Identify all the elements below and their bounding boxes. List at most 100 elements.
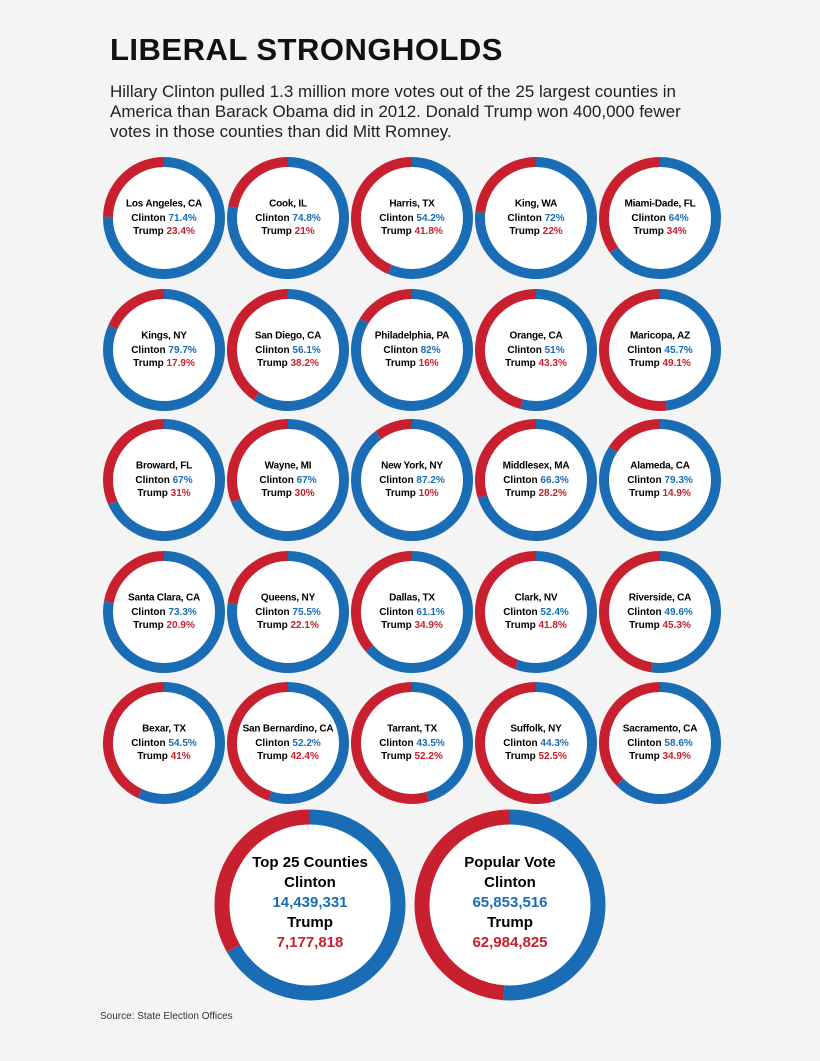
- subtitle: Hillary Clinton pulled 1.3 million more …: [110, 82, 681, 141]
- donut-hole: [609, 692, 711, 794]
- category-label: Clinton: [259, 475, 293, 486]
- donut-line: Clinton 52.2%: [255, 738, 321, 749]
- donut-line: Clinton 72%: [507, 213, 564, 224]
- trump-arc: [475, 551, 537, 670]
- donut-title: Orange, CA: [509, 331, 562, 342]
- value-label: 51%: [545, 345, 565, 356]
- value-label: 14.9%: [662, 488, 690, 499]
- donut-line: Clinton 79.7%: [131, 345, 197, 356]
- clinton-arc: [253, 289, 349, 411]
- donut-line: Trump 38.2%: [257, 358, 319, 369]
- value-label: 72%: [545, 213, 565, 224]
- category-label: Clinton: [627, 607, 661, 618]
- donut-title: Dallas, TX: [389, 593, 435, 604]
- donut-line: Trump 31%: [137, 488, 190, 499]
- donut: Popular Vote Clinton 65,853,516 Trump 62,984…: [414, 809, 606, 1001]
- trump-arc: [599, 551, 661, 673]
- donut: Philadelphia, PA Clinton 82% Trump 16%: [351, 289, 473, 411]
- trump-arc: [103, 419, 165, 505]
- clinton-arc: [477, 419, 597, 541]
- trump-arc: [375, 419, 413, 440]
- clinton-arc: [365, 551, 473, 673]
- clinton-arc: [351, 289, 473, 411]
- category-label: Trump: [385, 358, 416, 369]
- donut-title: Popular Vote: [464, 854, 555, 871]
- category-label: Clinton: [135, 475, 169, 486]
- clinton-arc: [535, 682, 597, 802]
- donut-hole: [485, 299, 587, 401]
- value-label: 67%: [297, 475, 317, 486]
- trump-arc: [227, 551, 289, 605]
- category-label: Trump: [629, 751, 660, 762]
- clinton-arc: [599, 419, 721, 541]
- donut-line: Trump 49.1%: [629, 358, 691, 369]
- trump-arc: [475, 419, 537, 499]
- trump-arc: [599, 289, 667, 411]
- trump-arc: [599, 682, 661, 786]
- category-label: Clinton: [379, 213, 413, 224]
- clinton-arc: [616, 682, 721, 804]
- donut-line: Clinton 71.4%: [131, 213, 197, 224]
- donut-title: Tarrant, TX: [387, 724, 437, 735]
- value-label: 52.5%: [538, 751, 566, 762]
- trump-arc: [599, 157, 661, 253]
- donut: Wayne, MI Clinton 67% Trump 30%: [227, 419, 349, 541]
- donut-line: Trump 22.1%: [257, 620, 319, 631]
- category-label: Trump: [137, 488, 168, 499]
- value-label: 66.3%: [540, 475, 568, 486]
- category-label: Clinton: [627, 475, 661, 486]
- value-label: 34.9%: [414, 620, 442, 631]
- value-label: 14,439,331: [272, 894, 347, 911]
- value-label: 22.1%: [290, 620, 318, 631]
- donut: Alameda, CA Clinton 79.3% Trump 14.9%: [599, 419, 721, 541]
- value-label: 62,984,825: [472, 934, 547, 951]
- donut: Clark, NV Clinton 52.4% Trump 41.8%: [475, 551, 597, 673]
- donut-hole: [229, 824, 391, 986]
- clinton-arc: [231, 419, 349, 541]
- donut-hole: [113, 299, 215, 401]
- donut-hole: [361, 167, 463, 269]
- donut-line: Clinton 82%: [383, 345, 440, 356]
- donut-line: Trump 17.9%: [133, 358, 195, 369]
- donut-title: Middlesex, MA: [503, 461, 570, 472]
- donut: Orange, CA Clinton 51% Trump 43.3%: [475, 289, 597, 411]
- value-label: 65,853,516: [472, 894, 547, 911]
- category-label: Clinton: [255, 213, 289, 224]
- donut: Kings, NY Clinton 79.7% Trump 17.9%: [103, 289, 225, 411]
- category-label: Trump: [385, 488, 416, 499]
- donut: Suffolk, NY Clinton 44.3% Trump 52.5%: [475, 682, 597, 804]
- value-label: 52.2%: [414, 751, 442, 762]
- donut-hole: [113, 167, 215, 269]
- donut-hole: [609, 561, 711, 663]
- donut-title: San Diego, CA: [255, 331, 321, 342]
- clinton-arc: [475, 157, 597, 279]
- category-label: Clinton: [255, 738, 289, 749]
- value-label: 87.2%: [416, 475, 444, 486]
- clinton-arc: [227, 551, 349, 673]
- donut: King, WA Clinton 72% Trump 22%: [475, 157, 597, 279]
- donut-line: Trump 34.9%: [381, 620, 443, 631]
- donut-line: Trump 28.2%: [505, 488, 567, 499]
- category-label: Clinton: [503, 738, 537, 749]
- value-label: 41%: [171, 751, 191, 762]
- value-label: 42.4%: [290, 751, 318, 762]
- clinton-arc: [227, 157, 349, 279]
- donut-line: Clinton 66.3%: [503, 475, 569, 486]
- value-label: 54.2%: [416, 213, 444, 224]
- donut-hole: [237, 692, 339, 794]
- value-label: 23.4%: [166, 226, 194, 237]
- clinton-arc: [351, 419, 473, 541]
- donut-title: New York, NY: [381, 461, 443, 472]
- donut-line: Clinton 52.4%: [503, 607, 569, 618]
- category-label: Clinton: [131, 607, 165, 618]
- donut-line: Clinton 56.1%: [255, 345, 321, 356]
- donut: Maricopa, AZ Clinton 45.7% Trump 49.1%: [599, 289, 721, 411]
- clinton-arc: [503, 809, 606, 1001]
- trump-arc: [227, 419, 289, 503]
- donut-line: Trump 52.2%: [381, 751, 443, 762]
- value-label: 79.7%: [168, 345, 196, 356]
- donut-title: Clark, NV: [515, 593, 558, 604]
- category-label: Clinton: [503, 607, 537, 618]
